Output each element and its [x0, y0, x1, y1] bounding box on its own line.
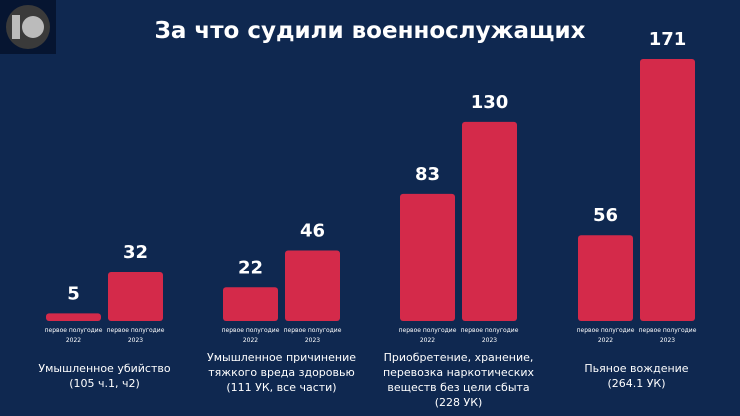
- logo: [0, 0, 56, 54]
- bar: [400, 193, 455, 321]
- data-label: 32: [123, 242, 148, 263]
- bar: [223, 287, 278, 321]
- bar: [578, 235, 633, 321]
- tick-label: 2023: [482, 337, 497, 344]
- category-label: Приобретение, хранение,: [384, 351, 534, 364]
- tick-label: 2022: [598, 337, 613, 344]
- tick-label: 2023: [305, 337, 320, 344]
- tick-label: первое полугодие: [461, 327, 519, 334]
- tick-label: 2022: [243, 337, 258, 344]
- data-label: 46: [300, 221, 325, 242]
- bar: [640, 59, 695, 321]
- category-label: веществ без цели сбыта: [387, 381, 529, 394]
- data-label: 22: [238, 257, 263, 278]
- bar: [285, 250, 340, 321]
- tick-label: 2022: [66, 337, 81, 344]
- category-label: Умышленное убийство: [38, 362, 170, 375]
- data-label: 130: [471, 92, 509, 113]
- tick-label: 2023: [128, 337, 143, 344]
- category-label: (105 ч.1, ч2): [69, 377, 140, 390]
- bar: [462, 121, 517, 321]
- tick-label: первое полугодие: [222, 327, 280, 334]
- data-label: 5: [67, 283, 80, 304]
- category-label: Пьяное вождение: [584, 362, 688, 375]
- chart-title: За что судили военнослужащих: [154, 18, 586, 44]
- tick-label: 2022: [420, 337, 435, 344]
- tick-label: первое полугодие: [639, 327, 697, 334]
- bar: [46, 313, 101, 321]
- data-label: 56: [593, 205, 618, 226]
- category-label: перевозка наркотических: [383, 366, 535, 379]
- data-label: 171: [649, 29, 687, 50]
- tick-label: первое полугодие: [45, 327, 103, 334]
- logo-icon: [6, 5, 50, 49]
- category-label: тяжкого вреда здоровью: [208, 366, 355, 379]
- tick-label: первое полугодие: [577, 327, 635, 334]
- tick-label: первое полугодие: [399, 327, 457, 334]
- category-label: (111 УК, все части): [226, 381, 336, 394]
- tick-label: 2023: [660, 337, 675, 344]
- data-label: 83: [415, 164, 440, 185]
- tick-label: первое полугодие: [284, 327, 342, 334]
- category-label: (264.1 УК): [607, 377, 665, 390]
- category-label: (228 УК): [435, 396, 483, 409]
- category-label: Умышленное причинение: [207, 351, 356, 364]
- bar: [108, 271, 163, 321]
- tick-label: первое полугодие: [107, 327, 165, 334]
